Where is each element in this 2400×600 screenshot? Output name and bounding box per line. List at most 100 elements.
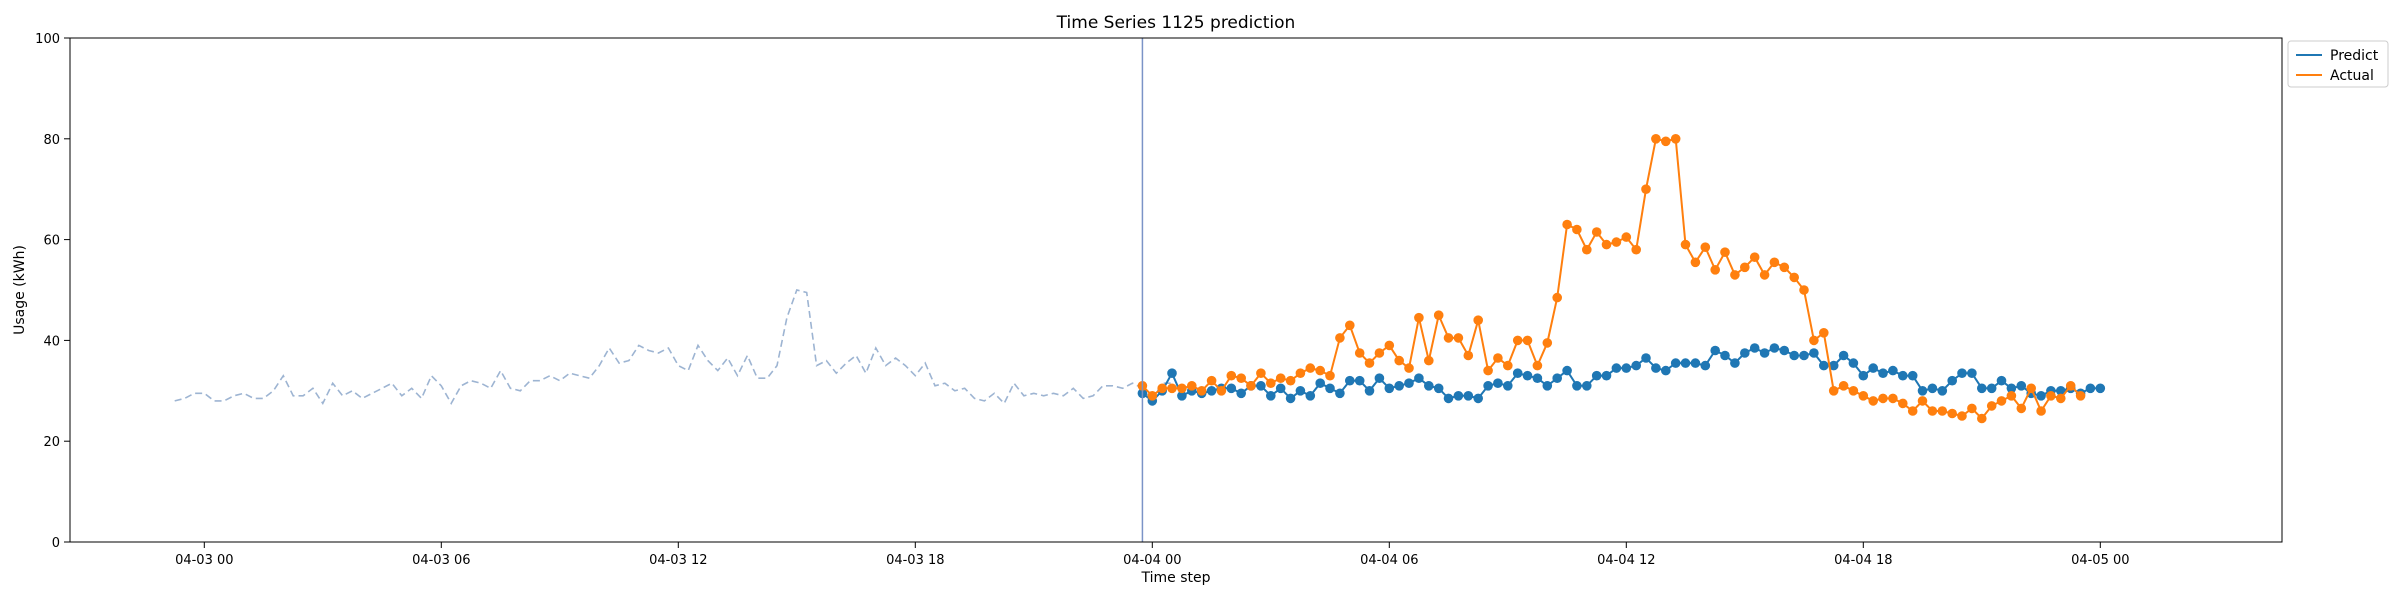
data-point-actual — [1374, 348, 1385, 358]
data-point-actual — [2046, 391, 2056, 401]
data-point-actual — [2075, 391, 2086, 401]
data-point-predict — [1710, 345, 1720, 356]
data-point-predict — [1937, 386, 1948, 396]
data-point-actual — [1453, 333, 1464, 343]
data-point-predict — [1789, 350, 1799, 361]
data-point-predict — [2095, 383, 2106, 394]
y-tick-label: 100 — [35, 32, 60, 47]
data-point-predict — [1986, 383, 1997, 394]
y-tick-label: 0 — [52, 536, 60, 551]
data-point-actual — [1364, 358, 1375, 368]
data-point-actual — [1710, 265, 1720, 275]
data-point-predict — [1611, 363, 1622, 373]
data-point-predict — [1443, 393, 1454, 404]
data-point-predict — [1868, 363, 1878, 373]
data-point-predict — [1522, 370, 1533, 381]
data-point-actual — [2065, 381, 2076, 391]
data-point-predict — [1285, 393, 1296, 404]
data-point-actual — [1285, 375, 1296, 386]
data-point-actual — [1947, 408, 1957, 419]
data-point-actual — [1177, 383, 1187, 394]
legend-label-predict: Predict — [2330, 48, 2379, 64]
data-point-predict — [1424, 381, 1434, 391]
data-point-predict — [1414, 373, 1424, 384]
data-point-predict — [2016, 381, 2027, 391]
data-point-predict — [1591, 370, 1602, 381]
data-point-actual — [1631, 244, 1641, 255]
data-point-actual — [1977, 413, 1987, 424]
data-point-actual — [1325, 370, 1335, 381]
data-point-actual — [2016, 403, 2027, 414]
data-point-actual — [1562, 219, 1572, 230]
x-axis-label: Time step — [1141, 570, 1211, 586]
data-point-predict — [1562, 365, 1572, 376]
data-point-predict — [1275, 383, 1286, 394]
x-tick-label: 04-04 18 — [1834, 553, 1892, 568]
data-point-actual — [1868, 396, 1878, 406]
data-point-predict — [1394, 381, 1404, 391]
y-tick-label: 80 — [43, 133, 60, 148]
data-point-actual — [1167, 383, 1177, 394]
data-point-actual — [1493, 353, 1503, 363]
data-point-actual — [1779, 262, 1790, 273]
plot-area-frame — [69, 37, 2283, 543]
data-point-actual — [1858, 391, 1869, 401]
forecast-layer — [1137, 134, 2106, 424]
data-point-actual — [1680, 239, 1691, 250]
data-point-predict — [1266, 391, 1276, 401]
x-tick-label: 04-03 00 — [175, 553, 233, 568]
data-point-actual — [1720, 247, 1730, 257]
data-point-actual — [1275, 373, 1286, 384]
data-point-actual — [1888, 393, 1898, 404]
data-point-actual — [1591, 227, 1602, 237]
data-point-predict — [1226, 383, 1237, 394]
data-point-actual — [1315, 365, 1325, 376]
data-point-actual — [1601, 239, 1612, 250]
data-point-predict — [1433, 383, 1444, 394]
data-point-predict — [1582, 381, 1592, 391]
data-point-actual — [1305, 363, 1316, 373]
data-point-predict — [1167, 368, 1177, 379]
data-point-predict — [1661, 365, 1671, 376]
data-point-actual — [1345, 320, 1355, 331]
data-point-actual — [1483, 365, 1493, 376]
data-point-actual — [1907, 406, 1918, 416]
data-point-actual — [1354, 348, 1365, 358]
x-tick-label: 04-05 00 — [2071, 553, 2129, 568]
data-point-actual — [1512, 335, 1523, 346]
data-point-actual — [1187, 381, 1197, 391]
data-point-predict — [1384, 383, 1395, 394]
data-point-actual — [1700, 242, 1711, 252]
data-point-predict — [2006, 383, 2017, 394]
data-point-actual — [1226, 370, 1237, 381]
data-point-predict — [1809, 348, 1819, 358]
data-point-actual — [1809, 335, 1819, 346]
data-point-actual — [2026, 383, 2036, 394]
data-point-actual — [1828, 386, 1839, 396]
data-point-actual — [1661, 136, 1671, 147]
data-point-actual — [1206, 375, 1217, 386]
data-point-predict — [1848, 358, 1859, 368]
data-point-predict — [1996, 375, 2007, 386]
history-series-line — [174, 289, 1172, 406]
data-point-predict — [1858, 370, 1869, 381]
data-point-predict — [1532, 373, 1543, 384]
data-point-predict — [1483, 381, 1493, 391]
data-point-actual — [1878, 393, 1888, 404]
data-point-predict — [1680, 358, 1691, 368]
data-point-predict — [1256, 381, 1266, 391]
data-point-predict — [1749, 343, 1760, 353]
data-point-predict — [1977, 383, 1987, 394]
data-point-predict — [1493, 378, 1503, 389]
data-point-predict — [1927, 383, 1938, 394]
series-actual — [1137, 134, 2086, 424]
data-point-actual — [2056, 393, 2066, 404]
data-point-predict — [1740, 348, 1750, 358]
data-point-actual — [1898, 398, 1908, 409]
data-point-predict — [1345, 375, 1355, 386]
data-point-predict — [1295, 386, 1306, 396]
data-point-predict — [1473, 393, 1483, 404]
data-point-actual — [2006, 391, 2017, 401]
data-point-actual — [1196, 386, 1207, 396]
data-point-predict — [1335, 388, 1345, 399]
